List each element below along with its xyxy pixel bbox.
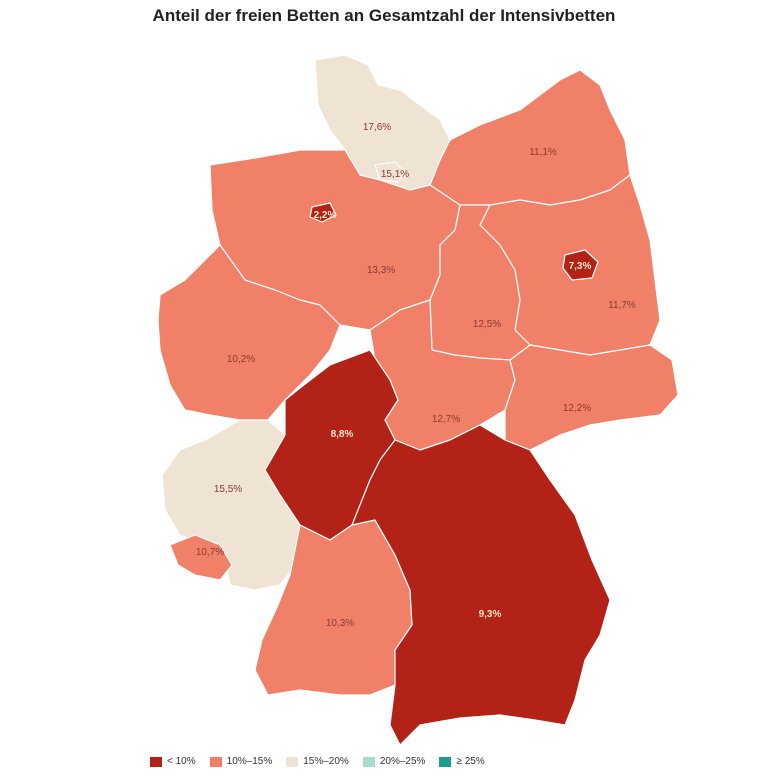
legend-item-10to15: 10%–15% [209, 756, 273, 767]
legend-label: ≥ 25% [456, 756, 485, 767]
legend-label: 15%–20% [303, 756, 349, 767]
label-saarland: 10,7% [196, 547, 224, 558]
legend-swatch [209, 756, 222, 767]
label-baden-wuerttemberg: 10,3% [326, 618, 354, 629]
region-bremen[interactable] [309, 202, 337, 223]
map-title: Anteil der freien Betten an Gesamtzahl d… [152, 6, 616, 25]
label-berlin: 7,3% [569, 261, 592, 272]
label-hamburg: 15,1% [381, 169, 409, 180]
legend-label: < 10% [167, 756, 196, 767]
legend-swatch [439, 756, 452, 767]
region-berlin[interactable] [562, 249, 599, 281]
label-schleswig-holstein: 17,6% [363, 122, 391, 133]
label-bremen: 2,2% [314, 210, 337, 221]
region-bayern[interactable] [351, 424, 611, 746]
legend-item-20to25: 20%–25% [362, 756, 426, 767]
region-saarland[interactable] [169, 534, 233, 581]
label-hessen: 8,8% [331, 429, 354, 440]
label-niedersachsen: 13,3% [367, 265, 395, 276]
germany-choropleth-map: 17,6% 15,1% 11,1% 2,2% 13,3% 7,3% 11,7% … [157, 54, 679, 746]
legend-label: 10%–15% [226, 756, 273, 767]
legend: < 10% 10%–15% 15%–20% 20%–25% ≥ 25% [150, 756, 485, 767]
label-bayern: 9,3% [479, 609, 502, 620]
label-sachsen-anhalt: 12,5% [473, 319, 501, 330]
legend-swatch [150, 756, 162, 767]
label-brandenburg: 11,7% [608, 300, 636, 311]
legend-item-ge25: ≥ 25% [439, 756, 485, 767]
legend-item-lt10: < 10% [150, 756, 196, 767]
region-sachsen[interactable] [504, 344, 679, 451]
region-nordrhein-westfalen[interactable] [157, 244, 341, 421]
legend-item-15to20: 15%–20% [286, 756, 349, 767]
region-mecklenburg-vorpommern[interactable] [429, 69, 631, 206]
legend-label: 20%–25% [379, 756, 426, 767]
label-rheinland-pfalz: 15,5% [214, 484, 242, 495]
label-mecklenburg-vorpommern: 11,1% [529, 147, 557, 158]
label-sachsen: 12,2% [563, 403, 591, 414]
label-thueringen: 12,7% [432, 414, 460, 425]
label-nordrhein-westfalen: 10,2% [227, 354, 255, 365]
legend-swatch [362, 756, 375, 767]
region-hamburg[interactable] [374, 161, 406, 183]
legend-swatch [286, 756, 299, 767]
